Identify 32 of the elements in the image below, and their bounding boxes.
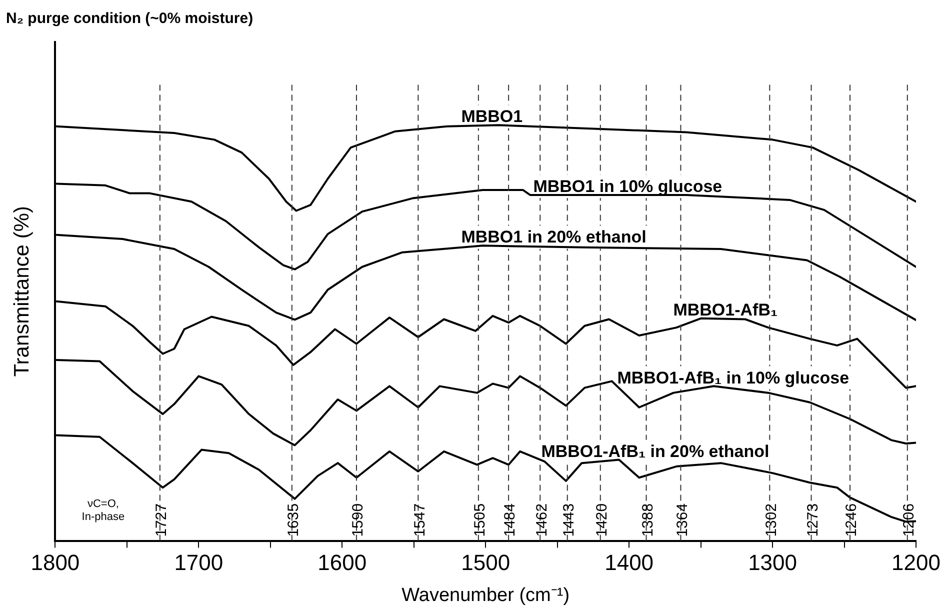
x-tick-label: 1500 [461,550,510,576]
x-tick-label: 1200 [892,550,940,576]
ref-line-label: 1443 [560,503,578,537]
series-label: MBBO1-AfB₁ in 20% ethanol [541,442,770,461]
ref-line-label: 1246 [843,503,860,537]
ref-line-label: 1727 [153,503,170,537]
x-tick-label: 1700 [174,550,224,576]
x-tick-label: 1800 [30,550,80,576]
series-label: MBBO1 in 20% ethanol [461,228,646,247]
x-tick-label: 1400 [604,550,654,576]
series-label: MBBO1-AfB₁ [673,300,778,320]
x-axis-title: Wavenumber (cm⁻¹) [402,584,570,606]
ref-line-label: 1635 [285,503,302,537]
series-label: MBBO1 in 10% glucose [533,176,722,196]
ref-line-label: 1462 [533,503,550,537]
x-tick-label: 1300 [748,550,798,576]
ref-line-label: 1302 [762,503,780,537]
annotation: νC=O, In-phase [82,498,125,523]
ref-line-label: 1206 [900,503,918,537]
ref-line-label: 1505 [472,503,489,537]
ref-line-label: 1273 [804,503,822,537]
x-tick-label: 1600 [318,550,367,576]
ref-line-label: 1484 [502,503,519,537]
series-label: MBBO1 [461,107,523,126]
chart-title: N₂ purge condition (~0% moisture) [6,10,254,28]
ref-line-label: 1547 [411,503,428,537]
ref-line-label: 1420 [594,503,611,537]
series-label: MBBO1-AfB₁ in 10% glucose [617,368,850,388]
ref-line-label: 1388 [639,503,656,537]
ref-line-label: 1364 [674,503,691,537]
y-axis-title: Transmittance (%) [10,206,34,377]
ref-line-label: 1590 [350,503,367,537]
